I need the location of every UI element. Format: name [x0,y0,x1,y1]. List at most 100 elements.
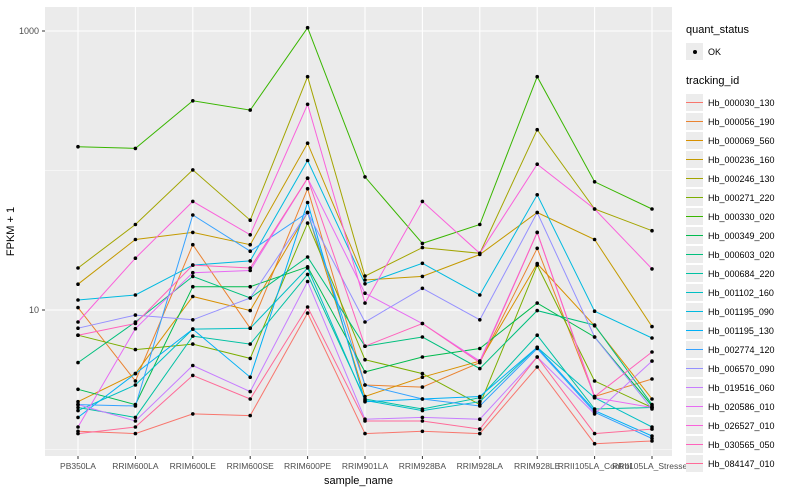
legend-item-Hb_026527_010: Hb_026527_010 [686,416,800,435]
line-swatch-icon [686,360,703,377]
data-point [420,245,425,250]
data-point [133,431,138,436]
data-point [76,320,80,324]
data-point [478,404,482,408]
data-point [592,207,597,211]
data-point [363,278,367,282]
line-swatch-icon [686,246,703,263]
data-point [650,434,654,438]
line-swatch-icon [686,132,703,149]
data-point [133,293,138,297]
data-point [248,259,252,263]
line-swatch-icon [686,379,703,396]
data-point [133,371,138,376]
data-point [191,274,195,279]
data-point [305,305,310,309]
data-point [191,342,195,346]
data-point [133,326,138,331]
x-tick-label: RRIM901LA [342,461,389,471]
legend-item-label: Hb_000271_220 [708,192,775,203]
data-point [592,441,597,446]
line-swatch-icon [686,303,703,320]
data-point [420,241,425,246]
data-point [248,233,252,237]
data-point [535,230,539,235]
legend-item-Hb_000330_020: Hb_000330_020 [686,207,800,226]
line-swatch-icon [686,189,703,206]
legend-title-quant-status: quant_status [686,24,749,36]
y-tick-label: 10 [29,305,39,315]
data-point [592,412,597,416]
legend-item-Hb_000030_130: Hb_000030_130 [686,93,800,112]
legend-item-label: Hb_000030_130 [708,97,775,108]
legend-item-label: Hb_000246_130 [708,173,775,184]
data-point [248,242,252,247]
data-point [535,308,539,313]
data-point [305,272,310,277]
x-tick-label: RRII105LA_Control [558,461,632,471]
data-point [191,284,195,289]
data-point [305,255,310,259]
data-point [478,431,482,436]
data-point [592,379,597,383]
legend-item-Hb_002774_120: Hb_002774_120 [686,340,800,359]
data-point [191,373,195,378]
data-point [478,346,482,351]
data-point [420,419,425,423]
data-point [363,320,367,324]
legend-item-Hb_000271_220: Hb_000271_220 [686,188,800,207]
data-point [535,162,539,166]
data-point [478,318,482,322]
data-point [650,228,654,233]
data-point [191,334,195,338]
data-point [248,296,252,300]
data-point [133,222,138,227]
data-point [363,394,367,399]
legend-item-label: Hb_001102_160 [708,287,774,298]
data-point [535,263,539,267]
data-point [535,193,539,197]
data-point [248,326,252,331]
data-point [478,251,482,256]
data-point [76,360,80,365]
legend-item-Hb_030565_050: Hb_030565_050 [686,435,800,454]
data-point [420,429,425,434]
legend-item-label: OK [708,46,722,57]
data-point [363,291,367,296]
data-point [133,146,138,151]
line-swatch-icon [686,417,703,434]
data-point [248,397,252,401]
data-point [478,360,482,365]
data-point [420,375,425,380]
data-point [592,309,597,314]
data-point [650,405,654,410]
data-point [191,242,195,247]
data-point [248,389,252,394]
data-point [248,284,252,289]
data-point [363,357,367,362]
data-point [535,246,539,251]
data-point [305,221,310,225]
data-point [248,413,252,418]
data-point [305,311,310,315]
legend-item-label: Hb_000069_560 [708,135,775,146]
data-point [76,399,80,404]
data-point [191,318,195,322]
data-point [248,266,252,270]
legend-item-label: Hb_026527_010 [708,420,775,431]
data-point [478,366,482,371]
data-point [650,207,654,211]
data-point [420,355,425,359]
data-point [592,335,597,339]
data-point [650,324,654,329]
y-axis-title: FPKM + 1 [5,207,17,256]
data-point [305,210,310,215]
data-point [133,425,138,429]
data-point [305,102,310,107]
legend-item-Hb_000684_220: Hb_000684_220 [686,264,800,283]
legend-item-Hb_000069_560: Hb_000069_560 [686,131,800,150]
legend-item-Hb_084147_010: Hb_084147_010 [686,454,800,473]
data-point [535,127,539,132]
data-point [76,425,80,429]
